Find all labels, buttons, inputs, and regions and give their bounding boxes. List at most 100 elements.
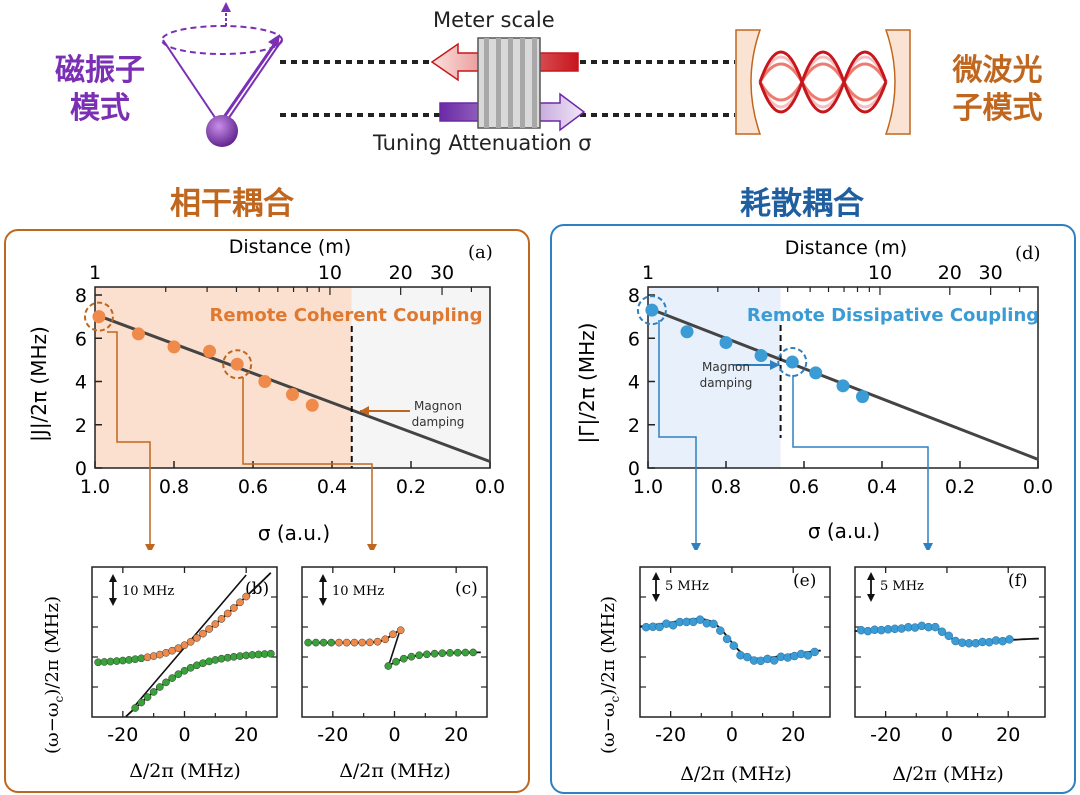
svg-a-frame (94, 286, 491, 469)
chart-b-scale-arrow-up (109, 574, 117, 582)
chart-b-data-point (180, 641, 189, 650)
svg-d-connector-arrow (923, 543, 933, 550)
chart-b-data-point (223, 609, 232, 618)
chart-a-shade (95, 287, 352, 468)
svg-a-top-tick-label: 20 (389, 262, 413, 284)
chart-c-xtick-label: 0 (388, 724, 400, 746)
chart-f-xtick-label: -20 (870, 724, 901, 746)
chart-b-data-point (143, 693, 152, 701)
chart-d-title: Remote Dissipative Coupling (747, 305, 1039, 326)
chart-c-data-point (415, 651, 424, 660)
chart-c-transition-line (387, 627, 402, 667)
chart-c-scale-arrow-up (319, 574, 327, 582)
svg-a-ytick-label: 0 (75, 458, 87, 480)
svg-a-highlight-circle (83, 301, 114, 332)
svg-d-data-point (754, 349, 768, 363)
chart-e-ylabel: (ω−ωc)/2π (MHz) (598, 596, 622, 754)
svg-a-connector (242, 377, 373, 548)
chart-b-data-point (229, 604, 238, 612)
svg-a-highlight-circle (222, 349, 253, 380)
svg-a-data-point (167, 340, 181, 354)
chart-b-data-point (236, 598, 244, 607)
chart-c-data-point (461, 648, 470, 657)
svg-a-data-point (258, 375, 272, 388)
chart-e-data-point (729, 641, 739, 650)
chart-a-ylabel: |J|/2π (MHz) (27, 326, 51, 442)
chart-f-scale-arrow-up (867, 572, 875, 580)
svg-d-top-tick-label: 1 (642, 262, 654, 284)
chart-c-data-point (365, 638, 374, 647)
svg-a-xtick-label: 0.8 (159, 476, 189, 498)
photon-mode-line1: 微波光 (952, 53, 1043, 88)
chart-c-data-point (438, 649, 447, 658)
svg-a-top-tick-label: 10 (318, 262, 342, 284)
chart-f-scale-arrow-down (867, 594, 875, 602)
photon-mode-line2: 子模式 (952, 91, 1043, 126)
dissipative-title: 耗散耦合 (740, 186, 864, 222)
chart-a-annotation-2: damping (412, 415, 465, 429)
chart-b-c: (ω−ωc)/2π (MHz) Δ/2π (MHz) Δ/2π (MHz) (b… (42, 566, 488, 782)
chart-c-data-point (407, 652, 416, 661)
chart-a-annotation-1: Magnon (414, 399, 462, 413)
svg-a-data-point (131, 327, 145, 341)
chart-b-data-point (131, 704, 140, 712)
chart-f-data-point (937, 627, 947, 636)
chart-d-annotation-2: damping (700, 376, 753, 390)
svg-a-xtick-label: 0.0 (475, 476, 505, 498)
chart-c-data-point (327, 638, 336, 647)
magnon-mode-label: 磁振子 模式 (40, 52, 160, 128)
chart-e-xtick-label: 0 (726, 724, 738, 746)
svg-a-data-point (286, 387, 299, 401)
chart-b-data-point (155, 683, 164, 691)
chart-b-data-point (192, 634, 201, 642)
chart-c-data-point (304, 638, 313, 647)
chart-e-frame (639, 566, 831, 718)
chart-d-annotation-1: Magnon (702, 360, 750, 374)
chart-d-xlabel: σ (a.u.) (808, 519, 880, 543)
chart-e-data-point (709, 619, 718, 629)
svg-a-data-point (203, 344, 217, 358)
svg-d-data-point (785, 355, 799, 369)
svg-d-ytick-label: 2 (628, 415, 640, 437)
chart-e-data-point (743, 652, 752, 662)
chart-e-data-point (769, 656, 779, 665)
chart-b-xtick-label: 20 (234, 724, 258, 746)
chart-b-ylabel: (ω−ωc)/2π (MHz) (42, 596, 66, 754)
chart-c-data-point (430, 649, 439, 658)
chart-c-data-point (453, 648, 462, 657)
chart-c-data-point (423, 650, 431, 659)
magnon-mode-line1: 磁振子 (55, 53, 145, 88)
chart-c-data-point (358, 638, 366, 647)
chart-b-scale-arrow-down (109, 598, 117, 606)
chart-c-xtick-label: -20 (317, 724, 348, 746)
svg-d-xtick-label: 0.8 (711, 476, 741, 498)
chart-f-scale: 5 MHz (880, 579, 924, 594)
svg-d-top-tick-label: 20 (938, 262, 962, 284)
coherent-panel (4, 229, 530, 793)
chart-b-data-point (242, 592, 251, 601)
svg-d-xtick-label: 0.4 (867, 476, 897, 498)
chart-b-data-point (162, 678, 170, 687)
chart-c-xlabel: Δ/2π (MHz) (339, 760, 451, 782)
chart-e-data-point (716, 626, 725, 635)
chart-b-data-point (205, 625, 214, 633)
chart-b-data-point (211, 620, 220, 628)
svg-a-xtick-label: 1.0 (80, 476, 110, 498)
chart-e-scale-arrow-down (652, 594, 660, 602)
chart-c-data-point (350, 638, 359, 647)
svg-a-data-point (230, 357, 244, 371)
chart-b-data-point (186, 637, 195, 646)
svg-d-data-point (836, 379, 850, 393)
chart-c-data-point (381, 635, 390, 644)
chart-c-scale-arrow-down (319, 598, 327, 606)
chart-b-data-point (217, 615, 226, 623)
chart-a-panel-label: (a) (468, 242, 493, 263)
chart-b-xlabel: Δ/2π (MHz) (129, 760, 241, 782)
chart-a-xlabel: σ (a.u.) (258, 521, 330, 545)
chart-d: 1.0 0.8 0.6 0.4 0.2 0.0 0 2 4 6 81 10 20 30 Distance … (575, 237, 1053, 550)
chart-c-data-point (319, 638, 328, 647)
chart-c-data-point (392, 657, 400, 666)
chart-c-data-point (342, 638, 351, 647)
chart-c-data-point (384, 662, 393, 670)
svg-a-ytick-label: 6 (75, 328, 87, 350)
